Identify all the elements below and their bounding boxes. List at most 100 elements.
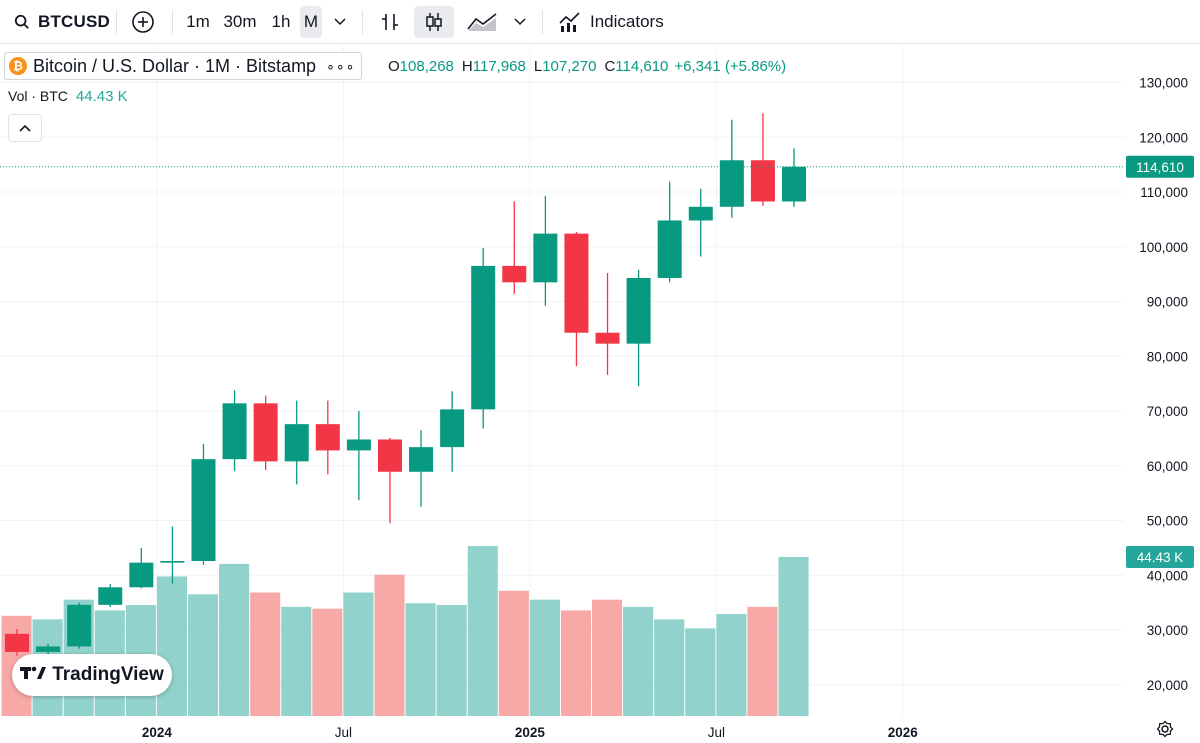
area-style-button[interactable] [460,6,504,38]
volume-bar [405,603,436,716]
price-axis-badges: 114,610 44.43 K [1126,155,1194,568]
candle-body [688,206,713,221]
chevron-up-icon [19,124,31,132]
price-tick-label: 30,000 [1147,623,1188,638]
collapse-legend-button[interactable] [8,114,42,142]
candle-body [36,646,61,652]
compare-symbol-button[interactable] [126,6,160,38]
chart-style-dropdown-button[interactable] [506,6,534,38]
candles-style-button[interactable] [414,6,454,38]
volume-bar [219,563,250,716]
low-value: 107,270 [542,58,597,75]
candle-body [315,424,340,451]
symbol-name: BTCUSD [37,12,110,31]
interval-dropdown-button[interactable] [326,6,354,38]
gear-icon [1156,720,1174,738]
volume-bar [778,556,809,716]
last-price-badge [1126,155,1194,178]
symbol-legend[interactable]: ₿ Bitcoin / U.S. Dollar · 1M · Bitstamp … [4,52,363,80]
bar-style-button[interactable] [372,6,408,38]
chevron-down-icon [334,18,346,26]
volume-bar [498,590,529,716]
symbol-search-button[interactable]: BTCUSD [6,6,110,38]
candle-body [253,403,278,462]
interval-30m-button[interactable]: 30m [223,12,257,31]
volume-bar [560,610,592,716]
interval-1M-button[interactable]: M [300,6,322,38]
indicators-label: Indicators [590,12,664,31]
interval-1h-button[interactable]: 1h [271,12,291,31]
volume-bar [685,628,716,716]
volume-bar [747,606,778,716]
candle-body [533,233,558,283]
volume-bar [654,619,685,716]
time-tick-label: 2026 [888,725,919,740]
time-axis: 2024 Jul 2025 Jul 2026 [142,725,918,740]
candle-body [595,332,620,344]
price-tick-label: 130,000 [1139,76,1188,91]
candle-body [782,166,806,202]
price-tick-label: 20,000 [1147,678,1188,693]
price-axis: 20,000 30,000 40,000 50,000 60,000 70,000 80,0… [1139,76,1188,693]
indicators-icon [559,12,580,32]
volume-bar [156,576,187,716]
settings-button[interactable] [1156,720,1174,743]
close-value: 114,610 [615,58,669,75]
toolbar-divider [542,10,543,34]
top-toolbar: BTCUSD 1m 30m 1h M Indicators [0,0,1200,44]
price-tick-label: 80,000 [1147,349,1188,364]
close-label: C [604,58,616,75]
indicators-button[interactable]: Indicators [552,6,676,38]
legend-title: Bitcoin / U.S. Dollar · 1M · Bitstamp [33,55,317,76]
volume-value: 44.43 K [75,88,128,105]
toolbar-divider [116,10,117,34]
candle-body [5,633,29,652]
candle-body [129,562,154,588]
interval-1m-button[interactable]: 1m [186,12,210,31]
candle-body [409,447,434,472]
time-tick-label: Jul [708,725,725,740]
candle-body [564,233,589,333]
candle-body [626,277,651,344]
price-tick-label: 110,000 [1140,185,1188,200]
low-label: L [533,58,543,75]
price-tick-label: 60,000 [1147,459,1188,474]
price-tick-label: 120,000 [1139,130,1188,145]
candle-body [284,424,309,462]
high-label: H [461,58,473,75]
candle-body [440,409,465,448]
candle-body [502,265,527,283]
time-tick-label: 2024 [142,725,173,740]
volume-bar [187,594,219,716]
candle-body [222,403,247,460]
volume-bar [374,574,405,716]
price-tick-label: 50,000 [1147,514,1188,529]
time-tick-label: Jul [335,725,352,740]
bars-icon [382,14,398,30]
time-tick-label: 2025 [515,725,546,740]
ohlc-values: O 108,268 H 117,968 L 107,270 C 114,610 +6,3… [388,58,786,75]
candle-body [160,561,185,563]
search-icon [14,14,29,29]
open-label: O [388,58,400,75]
more-options-icon[interactable]: ∘∘∘ [326,57,356,74]
last-price-badge-text: 114,610 [1136,160,1184,175]
tradingview-logo-icon [20,664,47,687]
candle-body [191,459,216,562]
toolbar-divider [172,10,173,34]
price-tick-label: 100,000 [1139,240,1188,255]
volume-label: Vol · BTC [8,88,68,104]
price-tick-label: 40,000 [1147,568,1188,583]
volume-bar [281,606,312,716]
tradingview-logo[interactable]: TradingView [12,654,172,696]
volume-bar [623,606,654,716]
open-value: 108,268 [399,58,454,75]
volume-bar [312,608,343,716]
volume-legend: Vol · BTC 44.43 K [8,88,128,105]
plus-circle-icon [132,11,154,33]
high-value: 117,968 [472,58,526,75]
volume-bar [716,614,747,716]
price-tick-label: 70,000 [1147,404,1188,419]
volume-bar [250,592,281,716]
